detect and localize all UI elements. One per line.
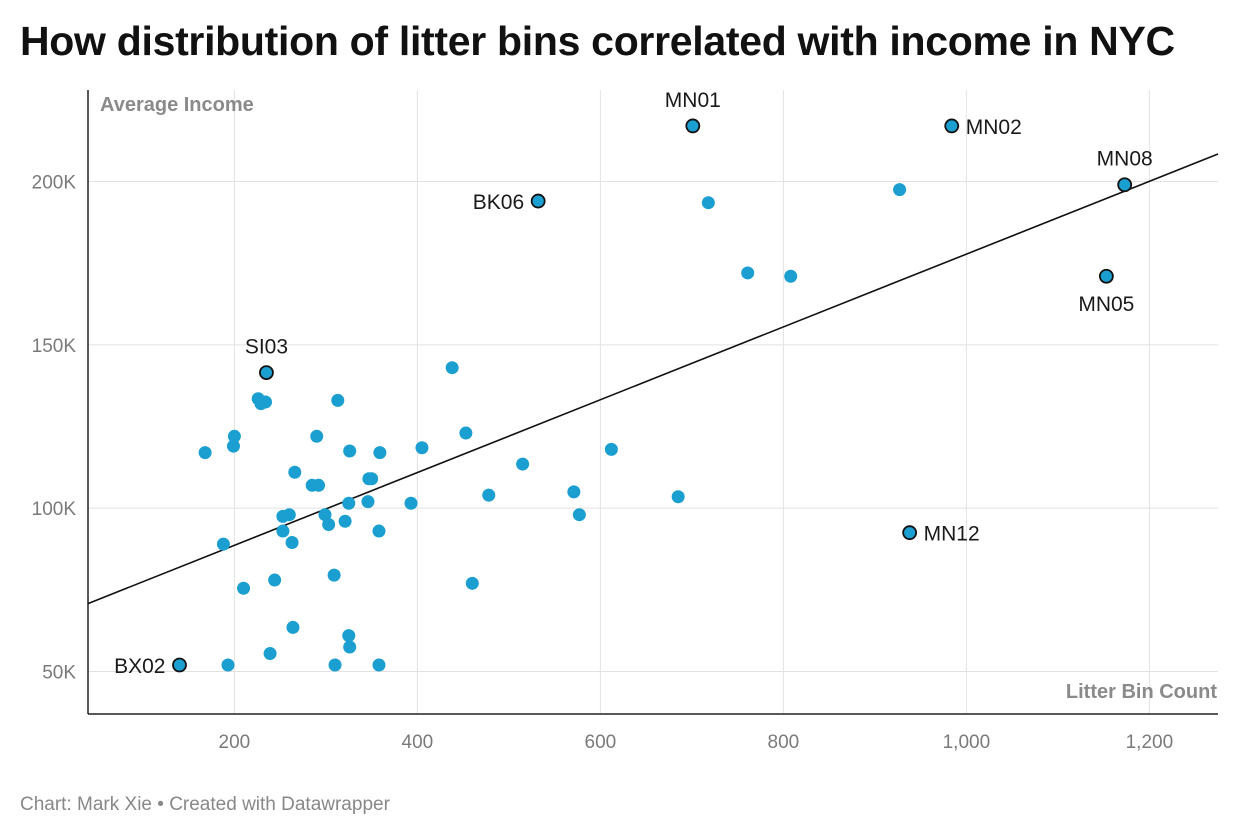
x-tick-label: 1,200 bbox=[1126, 732, 1174, 753]
y-tick-label: 100K bbox=[32, 499, 77, 520]
data-point bbox=[893, 183, 907, 197]
trend-line bbox=[87, 153, 1219, 605]
x-tick-label: 400 bbox=[402, 732, 434, 753]
x-tick-label: 1,000 bbox=[943, 732, 991, 753]
data-point bbox=[343, 640, 357, 654]
data-point bbox=[701, 196, 715, 210]
data-point bbox=[221, 658, 235, 672]
data-point bbox=[328, 658, 342, 672]
data-point bbox=[259, 395, 273, 409]
data-point bbox=[361, 495, 375, 509]
data-point bbox=[671, 490, 685, 504]
data-point bbox=[372, 658, 386, 672]
data-point bbox=[318, 508, 332, 522]
x-tick-label: 600 bbox=[585, 732, 617, 753]
data-point bbox=[322, 518, 336, 532]
y-tick-label: 50K bbox=[42, 663, 76, 684]
data-point bbox=[445, 361, 459, 375]
point-label-mn12: MN12 bbox=[924, 523, 980, 546]
data-point bbox=[216, 537, 230, 551]
data-point bbox=[312, 478, 326, 492]
data-point bbox=[285, 535, 299, 549]
highlighted-point-si03 bbox=[259, 365, 274, 380]
point-label-bk06: BK06 bbox=[473, 191, 524, 214]
data-point bbox=[310, 429, 324, 443]
y-tick-label: 200K bbox=[32, 172, 77, 193]
data-point bbox=[465, 576, 479, 590]
highlighted-point-bk06 bbox=[530, 193, 546, 209]
data-point bbox=[276, 524, 290, 538]
data-point bbox=[282, 508, 296, 522]
data-point bbox=[288, 465, 302, 479]
y-axis-title: Average Income bbox=[100, 94, 254, 116]
data-point bbox=[482, 488, 496, 502]
data-point bbox=[572, 508, 586, 522]
data-point bbox=[263, 647, 277, 661]
data-point bbox=[567, 485, 581, 499]
highlighted-point-mn12 bbox=[902, 525, 918, 541]
data-point bbox=[404, 496, 418, 510]
data-point bbox=[226, 439, 240, 453]
data-point bbox=[268, 573, 282, 587]
data-point bbox=[342, 629, 356, 643]
data-point bbox=[784, 269, 798, 283]
data-point bbox=[331, 393, 345, 407]
point-label-si03: SI03 bbox=[245, 336, 288, 359]
highlighted-point-mn01 bbox=[685, 118, 701, 134]
highlighted-point-mn05 bbox=[1098, 268, 1114, 284]
highlighted-point-mn02 bbox=[944, 118, 960, 134]
data-point bbox=[365, 472, 379, 486]
chart-title: How distribution of litter bins correlat… bbox=[20, 18, 1175, 64]
data-point bbox=[459, 426, 473, 440]
data-point bbox=[327, 568, 341, 582]
x-tick-label: 800 bbox=[768, 732, 800, 753]
data-point bbox=[604, 442, 618, 456]
highlighted-point-bx02 bbox=[172, 657, 187, 673]
data-point bbox=[516, 457, 530, 471]
data-point bbox=[373, 446, 387, 460]
data-point bbox=[343, 444, 357, 458]
point-label-mn01: MN01 bbox=[665, 89, 721, 112]
data-point bbox=[415, 441, 429, 455]
point-label-mn02: MN02 bbox=[966, 116, 1022, 139]
grid-lines bbox=[88, 90, 1218, 714]
x-tick-label: 200 bbox=[219, 732, 251, 753]
data-point bbox=[198, 446, 212, 460]
data-point bbox=[342, 496, 356, 510]
data-point bbox=[372, 524, 386, 538]
y-tick-label: 150K bbox=[32, 336, 77, 357]
x-axis-title: Litter Bin Count bbox=[1066, 681, 1217, 703]
data-point bbox=[286, 620, 300, 634]
point-label-bx02: BX02 bbox=[114, 655, 165, 678]
data-point bbox=[338, 514, 352, 528]
data-point bbox=[237, 581, 251, 595]
highlighted-point-mn08 bbox=[1117, 177, 1133, 193]
chart-footer: Chart: Mark Xie • Created with Datawrapp… bbox=[20, 794, 390, 815]
point-label-mn05: MN05 bbox=[1078, 293, 1134, 316]
point-label-mn08: MN08 bbox=[1097, 148, 1153, 171]
data-point bbox=[227, 429, 241, 443]
data-point bbox=[741, 266, 755, 280]
